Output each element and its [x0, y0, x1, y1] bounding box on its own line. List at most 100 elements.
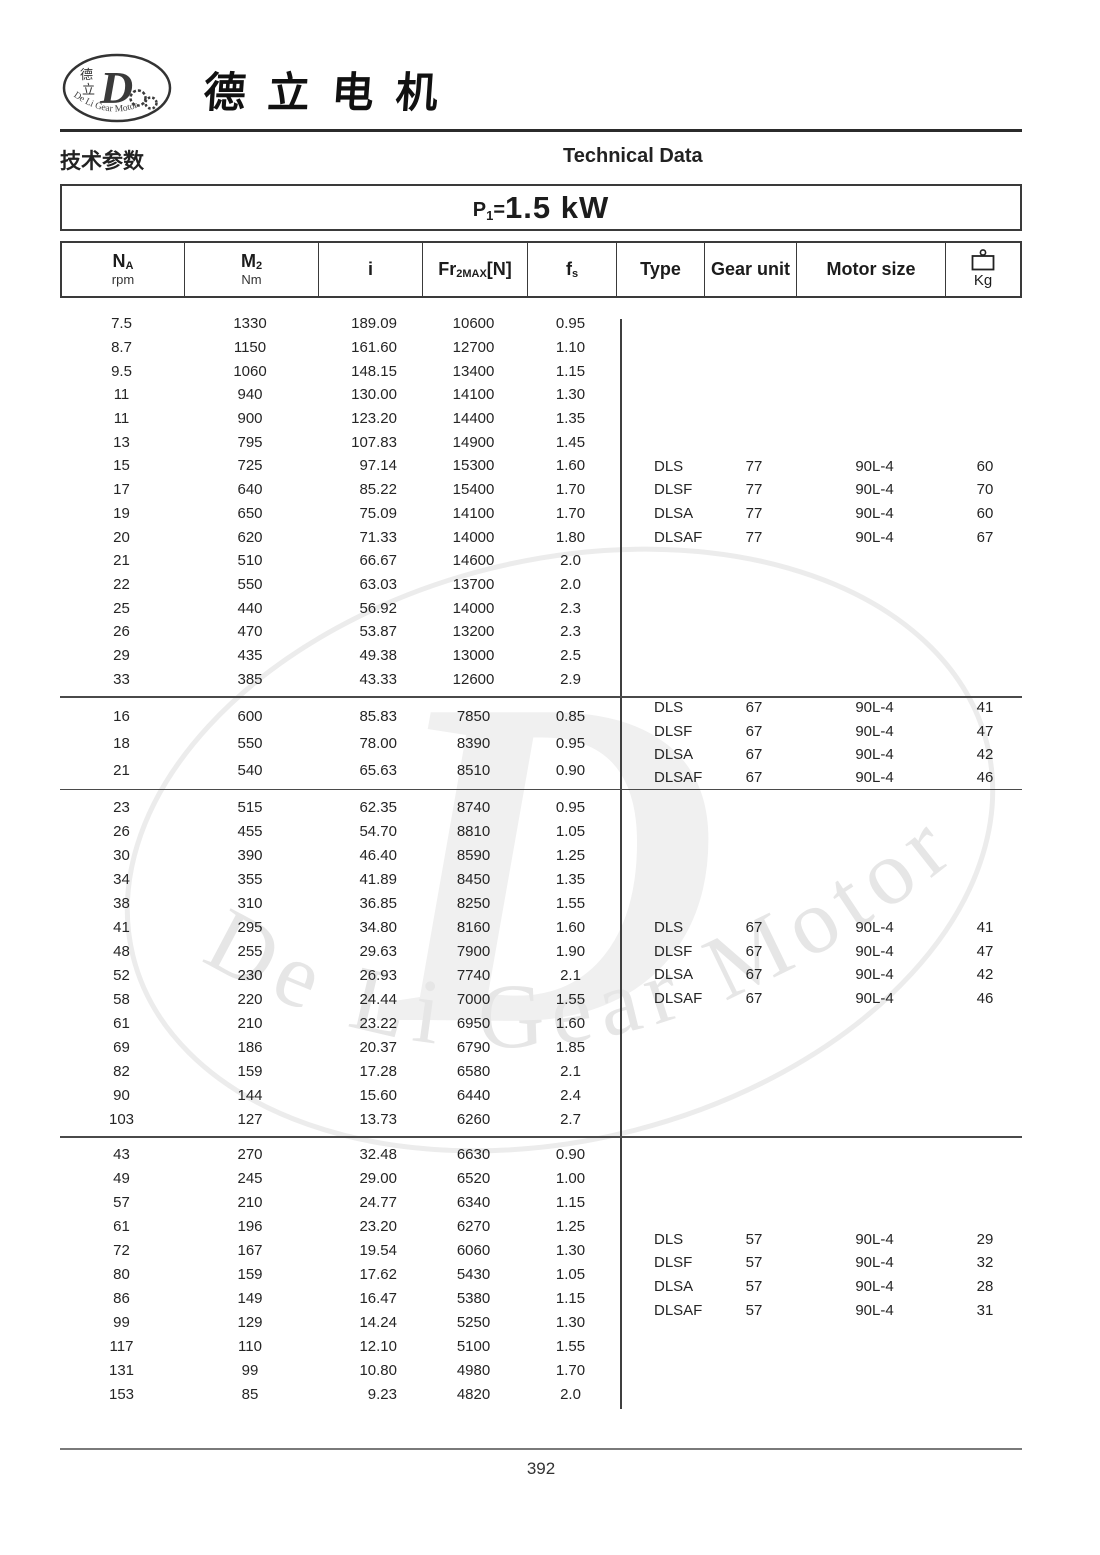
- m2-value: 270: [237, 1146, 263, 1163]
- m2-value: 295: [237, 918, 263, 936]
- ratio-symbol: i: [367, 259, 373, 280]
- fr2max-value: 8160: [456, 918, 491, 936]
- m2-value: 470: [237, 623, 263, 641]
- i-value: 15.60: [359, 1086, 397, 1104]
- type-value: DLSA: [654, 504, 694, 522]
- i-value: 63.03: [359, 575, 397, 593]
- m2-value: 167: [237, 1242, 263, 1259]
- na-value: 30: [113, 846, 130, 864]
- table-row: 90 144 15.60 6440 2.4: [60, 1083, 1022, 1107]
- motor-size-value: 90L-4: [855, 457, 894, 475]
- fs-value: 2.9: [560, 670, 581, 688]
- table-row: 131 99 10.80 4980 1.70: [60, 1359, 1022, 1383]
- block-separator: [60, 1136, 1022, 1138]
- na-value: 52: [113, 966, 130, 984]
- fr2max-value: 12600: [452, 670, 495, 688]
- fs-value: 0.85: [555, 707, 586, 725]
- table-row: 17 640 85.22 15400 1.70: [60, 478, 1022, 502]
- fs-value: 1.80: [555, 528, 586, 546]
- type-row: DLSA 67 90L-4 42: [620, 743, 1021, 766]
- gear-unit-value: 57: [745, 1230, 763, 1248]
- na-value: 19: [113, 504, 130, 522]
- fr2max-value: 7740: [456, 966, 491, 984]
- gear-unit-value: 67: [745, 966, 763, 984]
- i-value: 36.85: [359, 894, 397, 912]
- m2-value: 620: [237, 528, 263, 546]
- table-row: 57 210 24.77 6340 1.15: [60, 1191, 1022, 1215]
- type-value: DLS: [654, 457, 684, 475]
- na-value: 23: [113, 798, 130, 816]
- table-row: 117 110 12.10 5100 1.55: [60, 1335, 1022, 1359]
- i-value: 71.33: [359, 528, 397, 546]
- fr2max-value: 6270: [456, 1218, 491, 1235]
- type-group: DLS 57 90L-4 29 DLSF 57 90L-4 32 DLSA 57 90L-4 28 DL…: [620, 1227, 1021, 1321]
- i-value: 54.70: [359, 822, 397, 840]
- m2-value: 940: [237, 386, 263, 404]
- motor-size-value: 90L-4: [855, 769, 894, 787]
- fr2max-value: 6440: [456, 1086, 491, 1104]
- i-value: 9.23: [367, 1386, 397, 1403]
- section-title-en: Technical Data: [563, 145, 703, 167]
- type-value: DLSAF: [654, 528, 703, 546]
- data-block: 16 600 85.83 7850 0.85 18 550 78.00 8390 0.95 21 54…: [60, 698, 1022, 789]
- brand-title: 德立电机: [202, 70, 462, 117]
- motor-size-value: 90L-4: [855, 1301, 894, 1319]
- power-equals: =: [493, 199, 506, 221]
- fs-value: 1.60: [555, 1014, 586, 1032]
- table-header: NA rpm M2 Nm i Fr2MAX[N] fs Type Gear un…: [60, 241, 1022, 298]
- fs-value: 1.60: [555, 918, 586, 936]
- m2-value: 99: [241, 1362, 259, 1379]
- fs-value: 1.85: [555, 1038, 586, 1056]
- i-value: 26.93: [359, 966, 397, 984]
- na-value: 13: [113, 433, 130, 451]
- fs-value: 1.70: [555, 481, 586, 499]
- i-value: 97.14: [359, 457, 397, 475]
- table-row: 153 85 9.23 4820 2.0: [60, 1383, 1022, 1407]
- motor-size-value: 90L-4: [855, 989, 894, 1007]
- i-value: 123.20: [351, 410, 397, 428]
- na-value: 82: [113, 1062, 130, 1080]
- fr2max-value: 8740: [456, 798, 491, 816]
- kg-value: 46: [976, 769, 994, 787]
- m2-value: 245: [237, 1170, 263, 1187]
- na-value: 61: [113, 1218, 130, 1235]
- i-value: 19.54: [359, 1242, 397, 1259]
- fs-value: 1.35: [555, 870, 586, 888]
- i-value: 43.33: [359, 670, 397, 688]
- fr2max-value: 14000: [452, 599, 495, 617]
- fs-value: 1.55: [555, 990, 586, 1008]
- table-row: 22 550 63.03 13700 2.0: [60, 573, 1022, 597]
- fr2max-value: 6060: [456, 1242, 491, 1259]
- power-subscript: 1: [486, 208, 494, 223]
- na-symbol: N: [112, 251, 126, 272]
- type-column-divider: [620, 319, 622, 1409]
- i-value: 24.44: [359, 990, 397, 1008]
- fr2max-value: 6340: [456, 1194, 491, 1211]
- motor-size-value: 90L-4: [855, 528, 894, 546]
- fs-value: 2.0: [560, 1386, 581, 1403]
- table-row: 61 210 23.22 6950 1.60: [60, 1011, 1022, 1035]
- fs-value: 0.95: [555, 798, 586, 816]
- fr2max-value: 14100: [452, 504, 495, 522]
- fs-symbol: f: [565, 258, 572, 279]
- i-value: 17.62: [359, 1266, 397, 1283]
- i-value: 14.24: [359, 1314, 397, 1331]
- gear-unit-value: 77: [745, 457, 763, 475]
- fs-value: 1.55: [555, 1338, 586, 1355]
- table-row: 72 167 19.54 6060 1.30: [60, 1239, 1022, 1263]
- type-group: DLS 67 90L-4 41 DLSF 67 90L-4 47 DLSA 67 90L-4 42 DL…: [620, 916, 1021, 1010]
- m2-value: 144: [237, 1086, 263, 1104]
- fr-symbol: Fr: [438, 258, 457, 279]
- i-value: 24.77: [359, 1194, 397, 1211]
- table-row: 38 310 36.85 8250 1.55: [60, 891, 1022, 915]
- fr2max-value: 5100: [456, 1338, 491, 1355]
- i-value: 62.35: [359, 798, 397, 816]
- fr2max-value: 15400: [452, 481, 495, 499]
- data-block: 43 270 32.48 6630 0.90 49 245 29.00 6520 1.00 57 21…: [60, 1138, 1022, 1412]
- fr2max-value: 4820: [456, 1386, 491, 1403]
- m2-symbol: M: [240, 251, 256, 272]
- type-row: DLSF 67 90L-4 47: [620, 939, 1021, 963]
- header-fr2max: Fr2MAX[N]: [423, 243, 528, 296]
- table-row: 7.5 1330 189.09 10600 0.95: [60, 312, 1022, 336]
